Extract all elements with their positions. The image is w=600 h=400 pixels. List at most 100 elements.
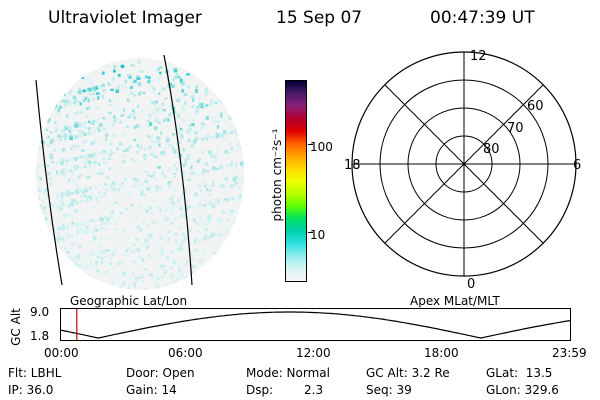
emission-pixel	[147, 135, 151, 138]
emission-pixel	[76, 257, 80, 260]
emission-pixel	[97, 129, 101, 132]
emission-pixel	[205, 116, 209, 120]
emission-pixel	[161, 251, 164, 256]
emission-pixel	[145, 268, 148, 272]
emission-pixel	[71, 235, 74, 239]
emission-pixel	[166, 117, 169, 120]
emission-pixel	[170, 82, 175, 87]
emission-pixel	[59, 69, 63, 73]
emission-pixel	[122, 108, 126, 113]
emission-pixel	[94, 218, 98, 223]
emission-pixel	[188, 66, 192, 70]
emission-pixel	[164, 97, 168, 100]
emission-pixel	[182, 107, 185, 111]
emission-pixel	[190, 172, 195, 175]
emission-pixel	[112, 77, 115, 81]
emission-pixel	[104, 248, 109, 252]
emission-pixel	[49, 182, 53, 186]
emission-pixel	[44, 102, 47, 106]
emission-pixel	[213, 252, 217, 255]
emission-pixel	[99, 195, 102, 198]
emission-pixel	[242, 209, 244, 213]
emission-pixel	[146, 174, 150, 177]
emission-pixel	[177, 266, 181, 269]
emission-pixel	[105, 64, 109, 68]
emission-pixel	[208, 188, 212, 192]
emission-pixel	[210, 102, 213, 106]
emission-pixel	[204, 71, 207, 75]
altitude-frame	[60, 308, 571, 341]
emission-pixel	[75, 201, 79, 205]
emission-pixel	[82, 229, 85, 234]
emission-pixel	[128, 173, 132, 177]
emission-pixel	[65, 272, 69, 276]
emission-pixel	[83, 121, 86, 125]
emission-pixel	[53, 121, 57, 124]
emission-pixel	[235, 58, 239, 63]
emission-pixel	[72, 58, 76, 62]
emission-pixel	[186, 73, 190, 76]
emission-pixel	[210, 100, 215, 103]
emission-pixel	[159, 235, 164, 240]
emission-pixel	[125, 249, 128, 253]
emission-pixel	[216, 132, 219, 136]
emission-pixel	[110, 235, 113, 238]
emission-pixel	[243, 58, 244, 62]
emission-pixel	[229, 131, 234, 135]
emission-pixel	[200, 105, 204, 109]
emission-pixel	[98, 191, 101, 194]
emission-pixel	[55, 103, 60, 107]
emission-pixel	[62, 71, 66, 76]
emission-pixel	[68, 129, 71, 133]
emission-pixel	[207, 267, 211, 272]
emission-pixel	[95, 197, 99, 202]
emission-pixel	[136, 77, 141, 80]
emission-pixel	[237, 62, 242, 66]
emission-pixel	[75, 234, 79, 237]
emission-pixel	[202, 124, 206, 128]
emission-pixel	[182, 63, 185, 67]
emission-pixel	[65, 277, 70, 282]
emission-pixel	[66, 258, 70, 261]
emission-pixel	[200, 196, 204, 199]
emission-pixel	[50, 138, 54, 141]
emission-pixel	[155, 106, 159, 110]
emission-pixel	[57, 236, 62, 240]
emission-pixel	[221, 199, 225, 204]
emission-pixel	[215, 150, 218, 154]
emission-pixel	[165, 136, 169, 139]
emission-pixel	[206, 90, 209, 94]
emission-pixel	[71, 221, 74, 225]
emission-pixel	[225, 149, 228, 153]
emission-pixel	[121, 283, 125, 286]
emission-pixel	[102, 157, 106, 160]
emission-pixel	[76, 231, 80, 235]
emission-pixel	[192, 98, 195, 102]
emission-pixel	[105, 176, 110, 180]
emission-pixel	[89, 186, 92, 190]
emission-pixel	[61, 74, 64, 78]
emission-pixel	[93, 152, 97, 156]
emission-pixel	[87, 154, 90, 157]
emission-pixel	[90, 191, 95, 194]
emission-pixel	[192, 194, 197, 199]
emission-pixel	[205, 88, 208, 92]
emission-pixel	[77, 65, 81, 69]
emission-pixel	[130, 78, 134, 83]
emission-pixel	[211, 205, 216, 208]
emission-pixel	[71, 242, 75, 246]
emission-pixel	[61, 202, 65, 205]
emission-pixel	[176, 169, 179, 172]
emission-pixel	[148, 113, 152, 118]
emission-pixel	[148, 136, 152, 140]
emission-pixel	[54, 283, 58, 286]
emission-pixel	[160, 243, 163, 247]
emission-pixel	[237, 74, 241, 78]
emission-pixel	[84, 188, 89, 193]
emission-pixel	[158, 143, 161, 147]
emission-pixel	[135, 216, 139, 220]
emission-pixel	[242, 260, 244, 264]
emission-pixel	[71, 257, 74, 262]
emission-pixel	[150, 152, 154, 156]
emission-pixel	[201, 171, 205, 175]
